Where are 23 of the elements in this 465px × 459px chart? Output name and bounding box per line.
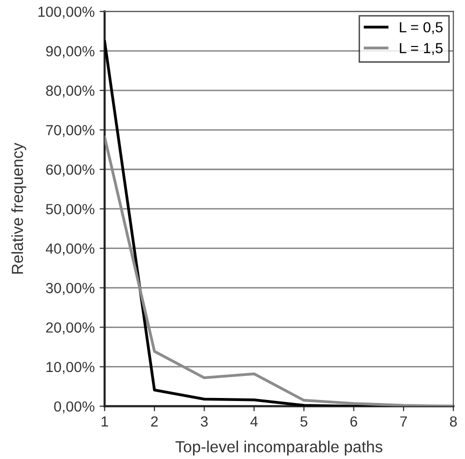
y-tick-label: 50,00% <box>46 204 94 216</box>
y-tick-label: 80,00% <box>46 86 94 98</box>
legend-label: L = 0,5 <box>400 22 443 34</box>
x-tick-label: 1 <box>102 416 108 427</box>
x-tick-label: 8 <box>450 416 457 427</box>
x-tick-label: 5 <box>300 416 308 427</box>
y-tick-label: 30,00% <box>46 282 94 295</box>
y-tick-label: 20,00% <box>46 322 94 334</box>
y-tick-label: 90,00% <box>46 46 94 58</box>
x-tick-label: 3 <box>200 416 208 427</box>
y-axis-title: Relative frequency <box>11 142 26 274</box>
legend-label: L = 1,5 <box>400 43 443 56</box>
y-tick-label: 60,00% <box>46 164 94 177</box>
y-tick-label: 10,00% <box>46 362 94 374</box>
x-tick-label: 2 <box>151 416 158 427</box>
y-tick-label: 70,00% <box>46 125 94 138</box>
y-tick-label: 100,00% <box>38 6 94 19</box>
x-tick-label: 6 <box>350 416 358 427</box>
x-tick-label: 7 <box>400 416 407 427</box>
x-tick-label: 4 <box>250 416 258 427</box>
y-tick-label: 0,00% <box>54 401 94 414</box>
x-axis-title: Top-level incomparable paths <box>175 440 382 456</box>
y-tick-label: 40,00% <box>46 243 94 256</box>
